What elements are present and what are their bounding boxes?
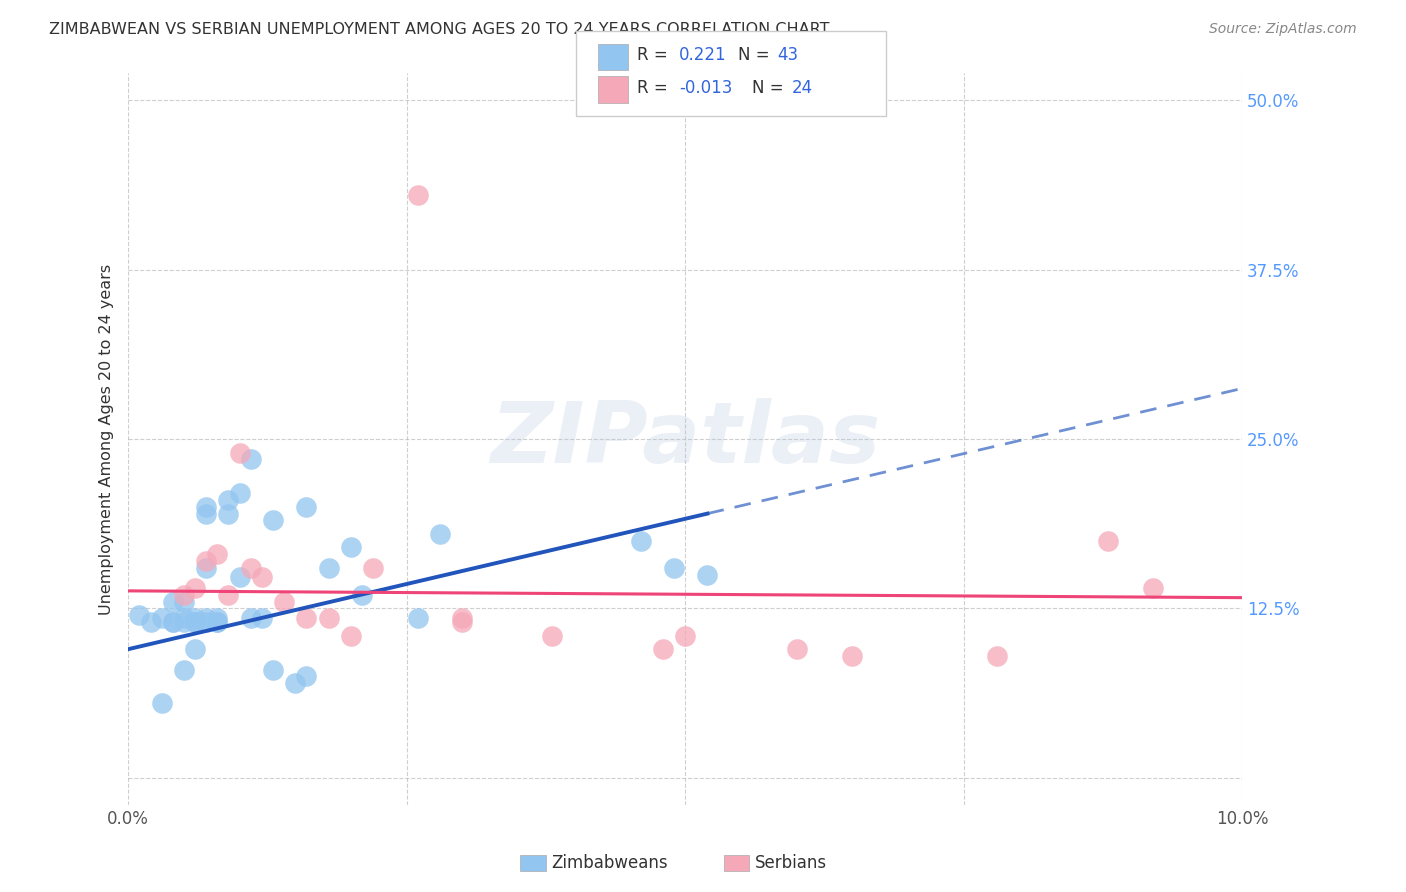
- Text: N =: N =: [738, 46, 769, 64]
- Text: R =: R =: [637, 46, 668, 64]
- Point: [128, 608, 150, 623]
- Text: ZIMBABWEAN VS SERBIAN UNEMPLOYMENT AMONG AGES 20 TO 24 YEARS CORRELATION CHART: ZIMBABWEAN VS SERBIAN UNEMPLOYMENT AMONG…: [49, 22, 830, 37]
- Point: [696, 567, 718, 582]
- Point: [239, 611, 262, 625]
- Point: [295, 500, 318, 514]
- Point: [228, 486, 250, 500]
- Point: [630, 533, 652, 548]
- Point: [173, 615, 195, 629]
- Point: [250, 570, 273, 584]
- Point: [173, 595, 195, 609]
- Point: [228, 570, 250, 584]
- Point: [318, 561, 340, 575]
- Point: [295, 669, 318, 683]
- Text: R =: R =: [637, 79, 668, 97]
- Point: [841, 648, 863, 663]
- Point: [295, 611, 318, 625]
- Point: [262, 513, 284, 527]
- Point: [218, 588, 240, 602]
- Point: [363, 561, 385, 575]
- Point: [162, 615, 184, 629]
- Point: [651, 642, 673, 657]
- Point: [239, 452, 262, 467]
- Point: [273, 595, 295, 609]
- Point: [173, 611, 195, 625]
- Point: [195, 611, 218, 625]
- Text: 43: 43: [778, 46, 799, 64]
- Point: [451, 611, 474, 625]
- Point: [173, 663, 195, 677]
- Text: Source: ZipAtlas.com: Source: ZipAtlas.com: [1209, 22, 1357, 37]
- Point: [429, 527, 451, 541]
- Text: Serbians: Serbians: [755, 855, 827, 872]
- Point: [184, 611, 207, 625]
- Text: Zimbabweans: Zimbabweans: [551, 855, 668, 872]
- Text: -0.013: -0.013: [679, 79, 733, 97]
- Text: 0.221: 0.221: [679, 46, 727, 64]
- Point: [352, 588, 374, 602]
- Point: [406, 188, 429, 202]
- Point: [139, 615, 162, 629]
- Point: [184, 642, 207, 657]
- Y-axis label: Unemployment Among Ages 20 to 24 years: Unemployment Among Ages 20 to 24 years: [100, 263, 114, 615]
- Point: [239, 561, 262, 575]
- Point: [1097, 533, 1119, 548]
- Point: [184, 615, 207, 629]
- Point: [262, 663, 284, 677]
- Point: [228, 445, 250, 459]
- Point: [195, 507, 218, 521]
- Point: [250, 611, 273, 625]
- Point: [150, 611, 173, 625]
- Point: [162, 595, 184, 609]
- Point: [173, 588, 195, 602]
- Point: [195, 500, 218, 514]
- Point: [340, 629, 363, 643]
- Point: [207, 615, 229, 629]
- Point: [195, 615, 218, 629]
- Text: 24: 24: [792, 79, 813, 97]
- Text: N =: N =: [752, 79, 783, 97]
- Point: [786, 642, 808, 657]
- Point: [207, 615, 229, 629]
- Point: [218, 507, 240, 521]
- Point: [195, 554, 218, 568]
- Point: [540, 629, 562, 643]
- Point: [406, 611, 429, 625]
- Point: [662, 561, 685, 575]
- Point: [218, 493, 240, 508]
- Point: [184, 615, 207, 629]
- Point: [318, 611, 340, 625]
- Point: [162, 615, 184, 629]
- Point: [150, 697, 173, 711]
- Point: [673, 629, 696, 643]
- Point: [340, 541, 363, 555]
- Point: [1142, 581, 1164, 595]
- Point: [986, 648, 1008, 663]
- Text: ZIPatlas: ZIPatlas: [491, 398, 880, 481]
- Point: [284, 676, 307, 690]
- Point: [184, 581, 207, 595]
- Point: [195, 561, 218, 575]
- Point: [207, 611, 229, 625]
- Point: [451, 615, 474, 629]
- Point: [207, 547, 229, 561]
